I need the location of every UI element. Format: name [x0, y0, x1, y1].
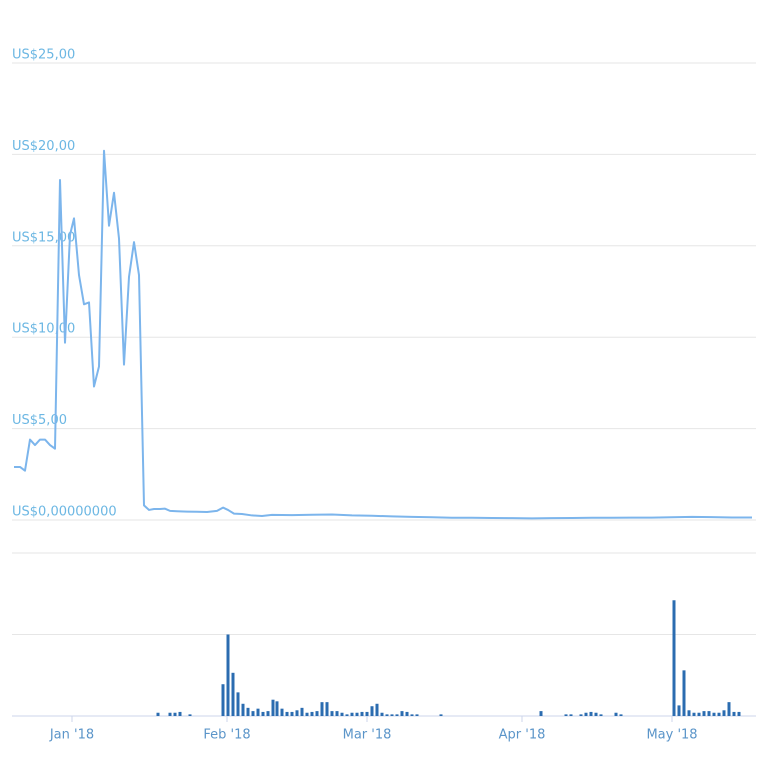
- volume-bar: [285, 711, 289, 716]
- volume-bar: [599, 714, 603, 716]
- volume-bar: [594, 712, 598, 716]
- volume-bar: [687, 710, 691, 716]
- volume-bar: [173, 712, 177, 716]
- volume-bar: [221, 684, 225, 716]
- x-tick-label: Jan '18: [49, 728, 94, 743]
- volume-bar: [315, 711, 319, 716]
- y-tick-label: US$20,00: [12, 139, 75, 154]
- y-tick-label: US$15,00: [12, 230, 75, 245]
- volume-bar: [415, 714, 419, 716]
- volume-bar: [340, 712, 344, 716]
- volume-bar: [266, 711, 270, 716]
- volume-bar: [539, 711, 543, 716]
- volume-bar: [712, 712, 716, 716]
- volume-bar: [261, 711, 265, 716]
- volume-bar: [732, 711, 736, 716]
- x-tick-label: Mar '18: [343, 728, 392, 743]
- volume-bar: [345, 714, 349, 716]
- volume-bar: [350, 712, 354, 716]
- volume-bar: [682, 670, 686, 716]
- volume-bar: [325, 702, 329, 716]
- volume-bar: [614, 712, 618, 716]
- volume-bar: [275, 701, 279, 716]
- volume-bar: [295, 710, 299, 716]
- volume-bar: [707, 711, 711, 716]
- volume-bar: [702, 711, 706, 716]
- volume-bar: [365, 711, 369, 716]
- volume-bar: [310, 711, 314, 716]
- volume-bar: [589, 711, 593, 716]
- volume-bar: [360, 711, 364, 716]
- volume-bar: [271, 699, 275, 716]
- volume-bar: [579, 714, 583, 716]
- volume-bar: [226, 634, 230, 716]
- volume-bar: [335, 711, 339, 716]
- volume-bar: [619, 714, 623, 716]
- volume-bar: [722, 710, 726, 716]
- volume-bar: [395, 714, 399, 716]
- volume-bar: [280, 708, 284, 716]
- volume-bar: [156, 712, 160, 716]
- volume-bar: [380, 712, 384, 716]
- volume-bar: [178, 711, 182, 716]
- volume-bar: [236, 692, 240, 716]
- volume-bar: [400, 711, 404, 716]
- volume-bar: [697, 712, 701, 716]
- volume-bar: [251, 711, 255, 716]
- volume-bar: [672, 600, 676, 716]
- volume-bar: [375, 703, 379, 716]
- volume-bar: [330, 711, 334, 716]
- volume-bar: [305, 712, 309, 716]
- volume-bar: [584, 712, 588, 716]
- volume-bar: [727, 702, 731, 716]
- volume-bar: [168, 712, 172, 716]
- volume-bar: [241, 703, 245, 716]
- x-tick-label: Feb '18: [203, 728, 250, 743]
- volume-bar: [256, 708, 260, 716]
- x-tick-label: May '18: [646, 728, 697, 743]
- volume-bar: [390, 714, 394, 716]
- volume-bar: [355, 712, 359, 716]
- x-tick-label: Apr '18: [499, 728, 546, 743]
- volume-bar: [737, 711, 741, 716]
- volume-bar: [405, 711, 409, 716]
- volume-bar: [320, 702, 324, 716]
- volume-bar: [410, 714, 414, 716]
- y-tick-label: US$25,00: [12, 48, 75, 63]
- volume-bar: [692, 712, 696, 716]
- volume-bar: [569, 714, 573, 716]
- volume-bar: [300, 707, 304, 716]
- y-tick-label: US$10,00: [12, 322, 75, 337]
- volume-bar: [439, 714, 443, 716]
- y-tick-label: US$5,00: [12, 413, 67, 428]
- volume-bar: [385, 714, 389, 716]
- volume-bar: [188, 714, 192, 716]
- volume-bar: [231, 672, 235, 716]
- volume-bar: [370, 706, 374, 716]
- volume-bar: [677, 705, 681, 716]
- volume-bar: [246, 707, 250, 716]
- volume-bar: [717, 712, 721, 716]
- volume-bar: [290, 711, 294, 716]
- price-line: [14, 149, 752, 520]
- volume-bar: [564, 714, 568, 716]
- y-tick-label: US$0,00000000: [12, 505, 117, 520]
